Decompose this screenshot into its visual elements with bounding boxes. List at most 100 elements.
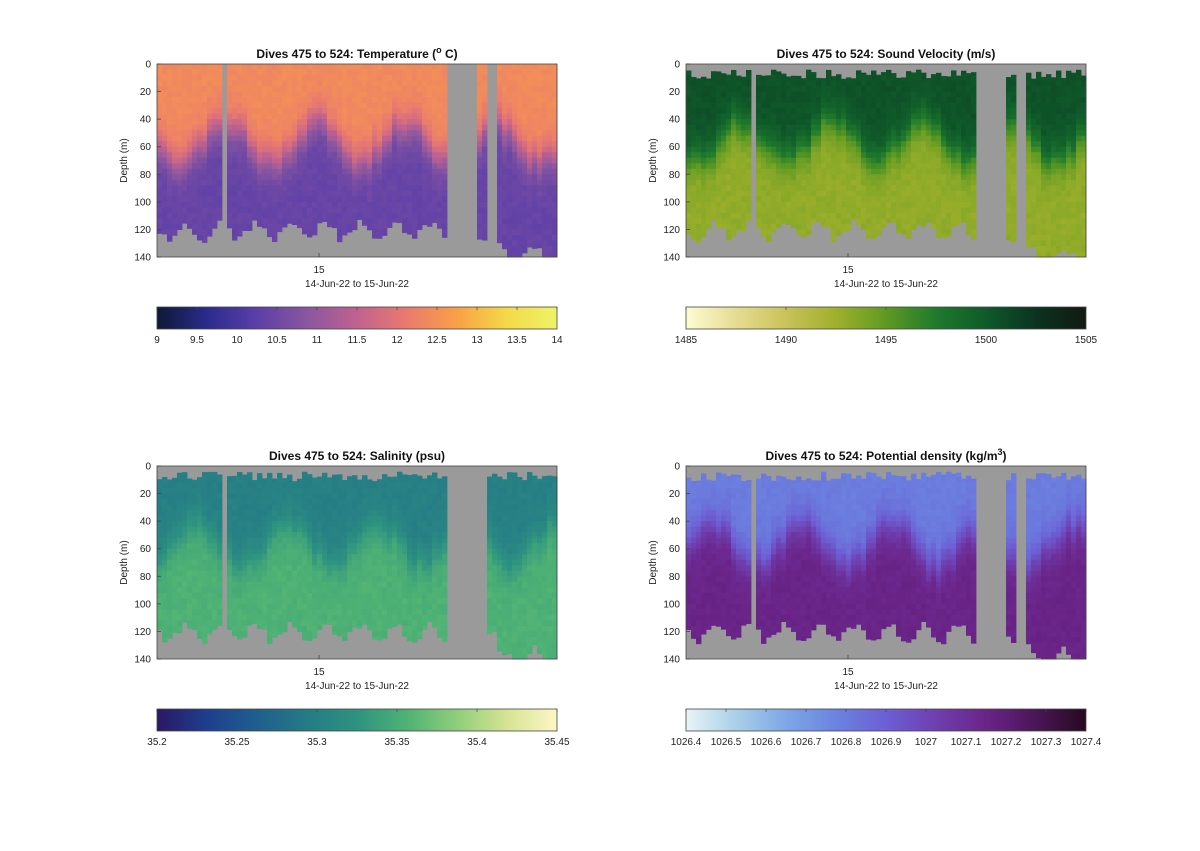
heatmap-cell: [177, 86, 183, 92]
heatmap-cell: [736, 119, 742, 126]
heatmap-cell: [507, 185, 513, 192]
heatmap-cell: [706, 135, 712, 142]
heatmap-cell: [1046, 152, 1052, 159]
heatmap-cell: [217, 592, 223, 599]
heatmap-cell: [157, 185, 163, 192]
heatmap-cell: [532, 245, 538, 249]
colorbar-tick-label: 1495: [875, 335, 898, 346]
heatmap-cell: [701, 76, 707, 81]
heatmap-cell: [861, 80, 867, 87]
heatmap-cell: [1006, 97, 1012, 103]
heatmap-cell: [332, 179, 338, 186]
heatmap-cell: [896, 196, 902, 203]
heatmap-cell: [417, 223, 423, 230]
heatmap-cell: [202, 598, 208, 605]
heatmap-cell: [392, 163, 398, 170]
heatmap-cell: [1006, 91, 1012, 98]
heatmap-cell: [412, 119, 418, 126]
heatmap-cell: [856, 113, 862, 120]
heatmap-cell: [886, 196, 892, 203]
heatmap-cell: [417, 69, 423, 76]
heatmap-cell: [517, 64, 523, 70]
heatmap-cell: [242, 620, 248, 627]
heatmap-cell: [806, 223, 812, 230]
heatmap-cell: [911, 218, 917, 225]
heatmap-cell: [836, 146, 842, 153]
heatmap-cell: [307, 152, 313, 159]
heatmap-cell: [906, 102, 912, 109]
heatmap-cell: [362, 64, 368, 70]
heatmap-cell: [382, 185, 388, 192]
heatmap-cell: [322, 130, 328, 137]
heatmap-cell: [162, 543, 168, 550]
heatmap-cell: [881, 157, 887, 164]
heatmap-cell: [542, 124, 548, 131]
heatmap-cell: [861, 168, 867, 175]
heatmap-cell: [192, 212, 198, 219]
heatmap-cell: [711, 141, 717, 148]
heatmap-cell: [187, 174, 193, 181]
heatmap-cell: [1046, 141, 1052, 148]
heatmap-cell: [1061, 163, 1067, 170]
heatmap-cell: [237, 201, 243, 208]
heatmap-cell: [252, 113, 258, 120]
heatmap-cell: [212, 174, 218, 181]
heatmap-cell: [931, 168, 937, 175]
heatmap-cell: [482, 102, 488, 109]
heatmap-cell: [866, 86, 872, 92]
heatmap-cell: [826, 207, 832, 214]
heatmap-cell: [552, 102, 558, 109]
heatmap-cell: [182, 482, 188, 489]
heatmap-cell: [397, 86, 403, 92]
heatmap-cell: [971, 75, 977, 81]
heatmap-cell: [686, 152, 692, 159]
heatmap-cell: [871, 157, 877, 164]
heatmap-cell: [307, 91, 313, 98]
heatmap-cell: [816, 163, 822, 170]
heatmap-cell: [197, 477, 203, 483]
heatmap-cell: [157, 532, 163, 539]
heatmap-cell: [746, 75, 752, 81]
heatmap-cell: [846, 135, 852, 142]
heatmap-cell: [242, 179, 248, 186]
heatmap-cell: [337, 102, 343, 109]
heatmap-cell: [162, 477, 168, 483]
heatmap-cell: [896, 212, 902, 219]
y-tick-label: 60: [669, 142, 681, 153]
heatmap-cell: [177, 190, 183, 197]
heatmap-cell: [197, 146, 203, 153]
heatmap-cell: [242, 201, 248, 208]
heatmap-cell: [776, 179, 782, 186]
heatmap-cell: [726, 75, 732, 81]
heatmap-cell: [212, 190, 218, 197]
heatmap-cell: [162, 113, 168, 120]
heatmap-cell: [901, 91, 907, 98]
heatmap-cell: [157, 576, 163, 583]
heatmap-cell: [172, 190, 178, 197]
heatmap-cell: [347, 152, 353, 159]
heatmap-cell: [856, 174, 862, 181]
heatmap-cell: [257, 108, 263, 115]
heatmap-cell: [1026, 130, 1032, 137]
heatmap-cell: [482, 168, 488, 175]
heatmap-cell: [302, 86, 308, 92]
colorbar-tick-label: 11: [312, 335, 323, 346]
heatmap-cell: [766, 113, 772, 120]
heatmap-cell: [941, 190, 947, 197]
heatmap-cell: [721, 124, 727, 131]
heatmap-cell: [417, 130, 423, 137]
heatmap-cell: [796, 152, 802, 159]
heatmap-cell: [497, 69, 503, 76]
heatmap-cell: [157, 212, 163, 219]
heatmap-cell: [886, 157, 892, 164]
heatmap-cell: [402, 86, 408, 92]
heatmap-cell: [846, 163, 852, 170]
heatmap-cell: [951, 70, 957, 76]
heatmap-cell: [946, 108, 952, 115]
heatmap-cell: [247, 603, 253, 610]
heatmap-cell: [711, 179, 717, 186]
heatmap-cell: [297, 97, 303, 103]
heatmap-cell: [507, 130, 513, 137]
heatmap-cell: [197, 598, 203, 605]
heatmap-cell: [432, 190, 438, 197]
